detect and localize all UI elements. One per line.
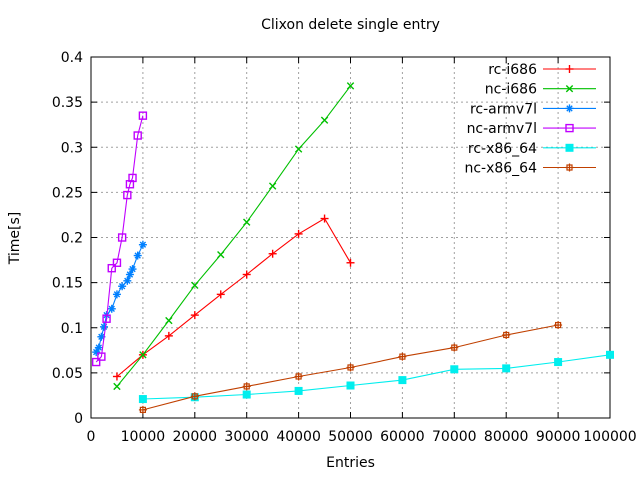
marker-cross	[191, 281, 199, 290]
marker-star	[566, 105, 573, 112]
legend-entry: rc-x86_64	[468, 141, 596, 157]
chart-title: Clixon delete single entry	[261, 17, 440, 33]
marker-square-open	[112, 258, 122, 267]
marker-square-open	[138, 111, 148, 120]
marker-star	[126, 271, 134, 278]
x-tick-label: 10000	[121, 429, 166, 445]
marker-cross	[346, 82, 355, 90]
marker-star	[95, 344, 102, 351]
marker-square-filled	[502, 364, 511, 373]
marker-star	[98, 333, 105, 340]
series-line	[142, 354, 611, 400]
plot-border	[90, 56, 611, 419]
y-tick-label: 0.25	[52, 185, 83, 201]
y-tick-label: 0.35	[52, 95, 83, 111]
series-rc-x86_64	[138, 350, 614, 404]
series-nc-armv7l	[91, 111, 148, 367]
tick-labels: 0 10000 20000 30000 40000 50000 60000 70000 8000…	[52, 50, 637, 445]
x-tick-label: 20000	[173, 429, 218, 445]
series-nc-i686	[113, 82, 355, 391]
marker-cross	[320, 116, 329, 124]
series-line	[116, 85, 351, 387]
marker-square-filled	[554, 358, 563, 367]
marker-square-open	[91, 357, 101, 367]
marker-cross	[294, 145, 303, 153]
x-tick-label: 80000	[484, 429, 529, 445]
marker-square-filled	[346, 381, 355, 390]
marker-square-open	[123, 190, 132, 200]
x-tick-label: 40000	[276, 429, 321, 445]
legend-label: nc-i686	[485, 82, 537, 98]
x-tick-label: 60000	[380, 429, 425, 445]
x-tick-label: 50000	[328, 429, 373, 445]
series-line	[95, 115, 144, 363]
marker-square-open	[102, 314, 111, 323]
series-nc-x86_64	[138, 321, 563, 414]
marker-square-open	[565, 123, 574, 133]
y-tick-label: 0.05	[52, 366, 83, 382]
legend-entry: nc-i686	[485, 82, 596, 98]
marker-star	[124, 277, 131, 285]
marker-square-filled	[138, 395, 147, 404]
legend-entry: rc-i686	[488, 62, 596, 78]
y-tick-label: 0.1	[61, 321, 83, 337]
marker-square-open	[133, 131, 142, 140]
marker-star	[113, 291, 121, 298]
series-rc-i686	[112, 214, 355, 381]
marker-cross	[268, 182, 277, 190]
x-tick-label: 70000	[432, 429, 477, 445]
marker-cross	[565, 85, 574, 93]
marker-cross	[217, 250, 225, 259]
marker-square-filled	[242, 390, 251, 399]
legend-label: rc-i686	[488, 62, 537, 78]
x-tick-label: 0	[87, 429, 96, 445]
marker-star	[92, 348, 100, 356]
marker-cross	[113, 382, 121, 391]
legend: rc-i686 nc-i686 rc-armv7l nc-armv7l rc-x86_6…	[464, 62, 596, 177]
marker-star	[108, 305, 115, 312]
marker-square-open	[97, 352, 106, 361]
x-tick-label: 30000	[224, 429, 269, 445]
x-axis-label: Entries	[326, 455, 375, 471]
marker-star	[139, 241, 147, 248]
y-tick-label: 0.4	[61, 50, 83, 66]
marker-star	[134, 252, 141, 259]
y-tick-label: 0.2	[61, 231, 83, 247]
legend-entry: nc-x86_64	[464, 161, 596, 177]
marker-square-open	[117, 233, 127, 242]
marker-star	[129, 265, 136, 273]
x-tick-label: 100000	[583, 429, 636, 445]
marker-square-filled	[294, 386, 303, 395]
series-line	[116, 217, 351, 377]
legend-label: rc-x86_64	[468, 141, 537, 157]
y-tick-label: 0.3	[61, 140, 83, 156]
y-tick-label: 0.15	[52, 276, 83, 292]
marker-cross	[139, 351, 147, 359]
marker-square-filled	[565, 143, 574, 152]
series-rc-armv7l	[92, 240, 147, 357]
marker-cross	[243, 218, 251, 226]
legend-entry: nc-armv7l	[467, 121, 596, 137]
y-tick-label: 0	[74, 411, 83, 427]
marker-square-filled	[450, 365, 459, 374]
x-tick-label: 90000	[536, 429, 581, 445]
series-line	[95, 244, 144, 353]
marker-square-filled	[398, 376, 407, 385]
legend-label: rc-armv7l	[470, 101, 537, 117]
marker-square-open	[128, 173, 137, 183]
legend-label: nc-x86_64	[464, 161, 537, 177]
marker-star	[118, 283, 126, 290]
marker-square-filled	[606, 350, 614, 359]
marker-square-open	[107, 263, 116, 273]
legend-entry: rc-armv7l	[470, 101, 596, 117]
marker-cross	[165, 316, 173, 325]
legend-label: nc-armv7l	[467, 121, 537, 137]
